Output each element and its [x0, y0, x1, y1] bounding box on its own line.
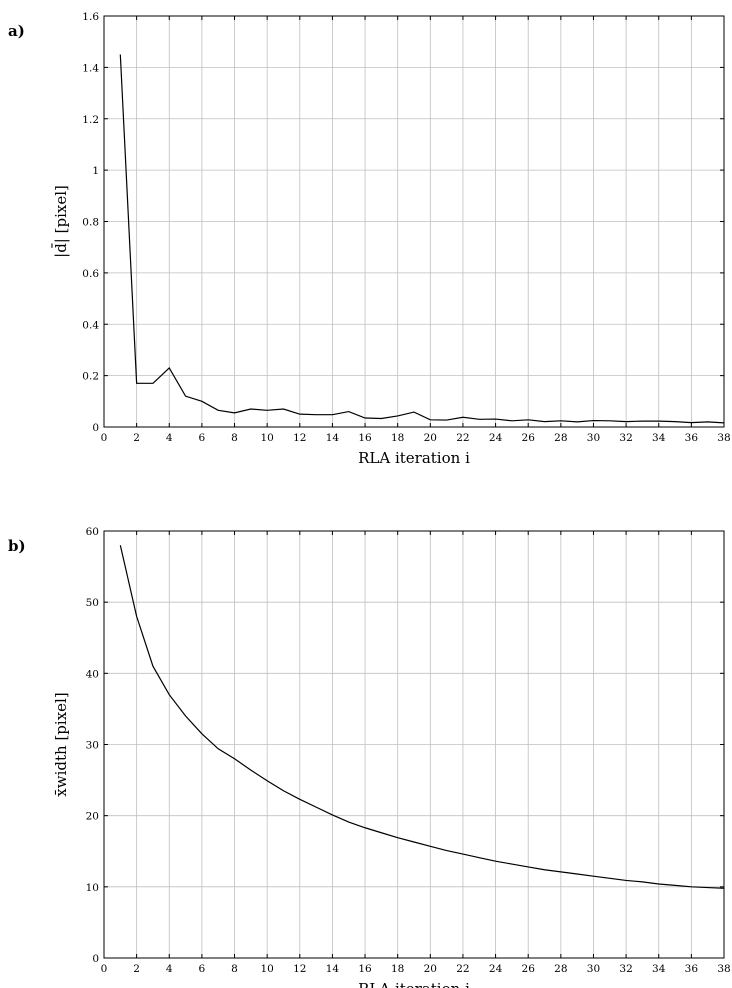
- x-tick-label: 2: [133, 963, 140, 975]
- y-tick-label: 1.4: [82, 62, 99, 74]
- x-tick-label: 16: [358, 963, 372, 975]
- x-tick-label: 30: [587, 963, 600, 975]
- y-tick-label: 0: [92, 953, 99, 965]
- panel-b-chart: 0 2 4 6 8 10 12 14 16 18 20 22 24 26 28 30 32 34 36 3801020…: [8, 526, 731, 988]
- x-tick-label: 10: [260, 432, 273, 444]
- x-tick-label: 8: [231, 963, 238, 975]
- x-tick-label: 22: [456, 432, 469, 444]
- panel-a-chart: 0 2 4 6 8 10 12 14 16 18 20 22 24 26 28 30 32 34 36 3800.20…: [8, 11, 731, 467]
- x-tick-label: 18: [391, 963, 404, 975]
- x-tick-label: 0: [101, 432, 108, 444]
- y-tick-label: 20: [86, 811, 99, 823]
- y-tick-label: 30: [86, 740, 99, 752]
- x-tick-label: 20: [424, 432, 437, 444]
- x-tick-label: 22: [456, 963, 469, 975]
- y-axis-label: |d̄| [pixel]: [52, 185, 70, 258]
- x-axis-label: RLA iteration i: [358, 449, 470, 467]
- x-tick-label: 4: [166, 432, 173, 444]
- x-tick-label: 32: [619, 432, 632, 444]
- x-tick-label: 32: [619, 963, 632, 975]
- x-tick-label: 36: [685, 963, 699, 975]
- y-axis-label: x̄width [pixel]: [52, 692, 70, 796]
- x-tick-label: 12: [293, 963, 306, 975]
- x-tick-label: 4: [166, 963, 173, 975]
- x-tick-label: 34: [652, 432, 666, 444]
- y-tick-label: 1.2: [82, 114, 99, 126]
- y-tick-label: 0: [92, 422, 99, 434]
- x-tick-label: 20: [424, 963, 437, 975]
- x-tick-label: 34: [652, 963, 666, 975]
- y-tick-label: 1.6: [82, 11, 99, 23]
- x-tick-label: 24: [489, 963, 503, 975]
- x-tick-label: 6: [199, 963, 206, 975]
- x-tick-label: 36: [685, 432, 699, 444]
- panel-label: b): [8, 537, 26, 555]
- x-tick-label: 28: [554, 963, 567, 975]
- x-tick-label: 8: [231, 432, 238, 444]
- y-tick-label: 0.2: [82, 371, 99, 383]
- series-line: [119, 54, 725, 424]
- x-tick-label: 14: [326, 432, 340, 444]
- x-tick-label: 38: [717, 432, 730, 444]
- series-line: [119, 545, 725, 889]
- y-tick-label: 1: [92, 165, 99, 177]
- x-tick-label: 38: [717, 963, 730, 975]
- y-tick-label: 40: [86, 668, 99, 680]
- x-tick-label: 18: [391, 432, 404, 444]
- x-tick-label: 0: [101, 963, 108, 975]
- y-tick-label: 0.4: [82, 319, 99, 331]
- y-tick-label: 0.8: [82, 217, 99, 229]
- x-tick-label: 6: [199, 432, 206, 444]
- x-tick-label: 16: [358, 432, 372, 444]
- y-tick-label: 50: [86, 597, 99, 609]
- x-tick-label: 30: [587, 432, 600, 444]
- x-tick-label: 28: [554, 432, 567, 444]
- x-tick-label: 2: [133, 432, 140, 444]
- y-tick-label: 0.6: [82, 268, 99, 280]
- x-axis-label: RLA iteration i: [358, 980, 470, 988]
- x-tick-label: 14: [326, 963, 340, 975]
- y-tick-label: 10: [86, 882, 99, 894]
- x-tick-label: 10: [260, 963, 273, 975]
- x-tick-label: 12: [293, 432, 306, 444]
- x-tick-label: 26: [522, 432, 536, 444]
- panel-label: a): [8, 22, 25, 40]
- x-tick-label: 26: [522, 963, 536, 975]
- x-tick-label: 24: [489, 432, 503, 444]
- y-tick-label: 60: [86, 526, 99, 538]
